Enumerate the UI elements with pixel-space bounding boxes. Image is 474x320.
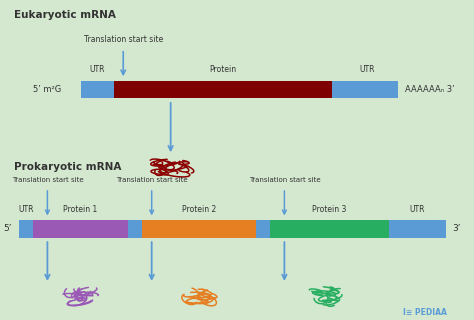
Text: Protein 3: Protein 3 [312, 204, 346, 214]
Bar [332, 81, 398, 99]
Text: Translation start site: Translation start site [83, 35, 163, 44]
Bar [114, 81, 332, 99]
Text: UTR: UTR [18, 204, 34, 214]
Text: 3’: 3’ [453, 224, 461, 233]
Text: UTR: UTR [90, 65, 105, 74]
Bar [256, 220, 270, 237]
Text: Translation start site: Translation start site [11, 177, 83, 183]
Text: UTR: UTR [410, 204, 425, 214]
Text: Eukaryotic mRNA: Eukaryotic mRNA [14, 10, 116, 20]
Text: AAAAAAₙ 3’: AAAAAAₙ 3’ [405, 85, 455, 94]
Bar [81, 81, 114, 99]
Text: Prokaryotic mRNA: Prokaryotic mRNA [14, 162, 122, 172]
Bar [33, 220, 128, 237]
Text: Translation start site: Translation start site [116, 177, 188, 183]
Bar [128, 220, 142, 237]
Text: 5’ m²G: 5’ m²G [33, 85, 62, 94]
Bar [389, 220, 446, 237]
Text: I≡ PEDIAA: I≡ PEDIAA [403, 308, 447, 317]
Text: Protein 2: Protein 2 [182, 204, 216, 214]
Text: 5’: 5’ [3, 224, 12, 233]
Bar [142, 220, 256, 237]
Bar [19, 220, 33, 237]
Text: Translation start site: Translation start site [248, 177, 320, 183]
Bar [270, 220, 389, 237]
Text: UTR: UTR [360, 65, 375, 74]
Text: Protein 1: Protein 1 [64, 204, 98, 214]
Text: Protein: Protein [209, 65, 237, 74]
